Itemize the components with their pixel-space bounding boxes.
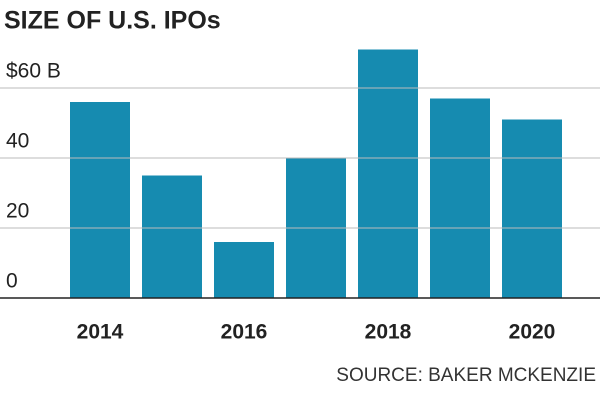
x-tick-label: 2020 (509, 321, 556, 344)
x-tick-label: 2016 (221, 321, 268, 344)
x-tick-label: 2018 (365, 321, 412, 344)
y-tick-label: 0 (6, 270, 18, 293)
chart-title: SIZE OF U.S. IPOs (4, 7, 221, 35)
y-tick-label: 40 (6, 130, 29, 153)
bar (142, 175, 202, 298)
bar (430, 98, 490, 298)
y-tick-label: 20 (6, 200, 29, 223)
bar (358, 49, 418, 298)
bar (70, 102, 130, 298)
bar (502, 119, 562, 298)
y-tick-label: $60 B (6, 60, 61, 83)
source-note: SOURCE: BAKER MCKENZIE (336, 365, 596, 386)
bar (214, 242, 274, 298)
x-tick-label: 2014 (77, 321, 124, 344)
